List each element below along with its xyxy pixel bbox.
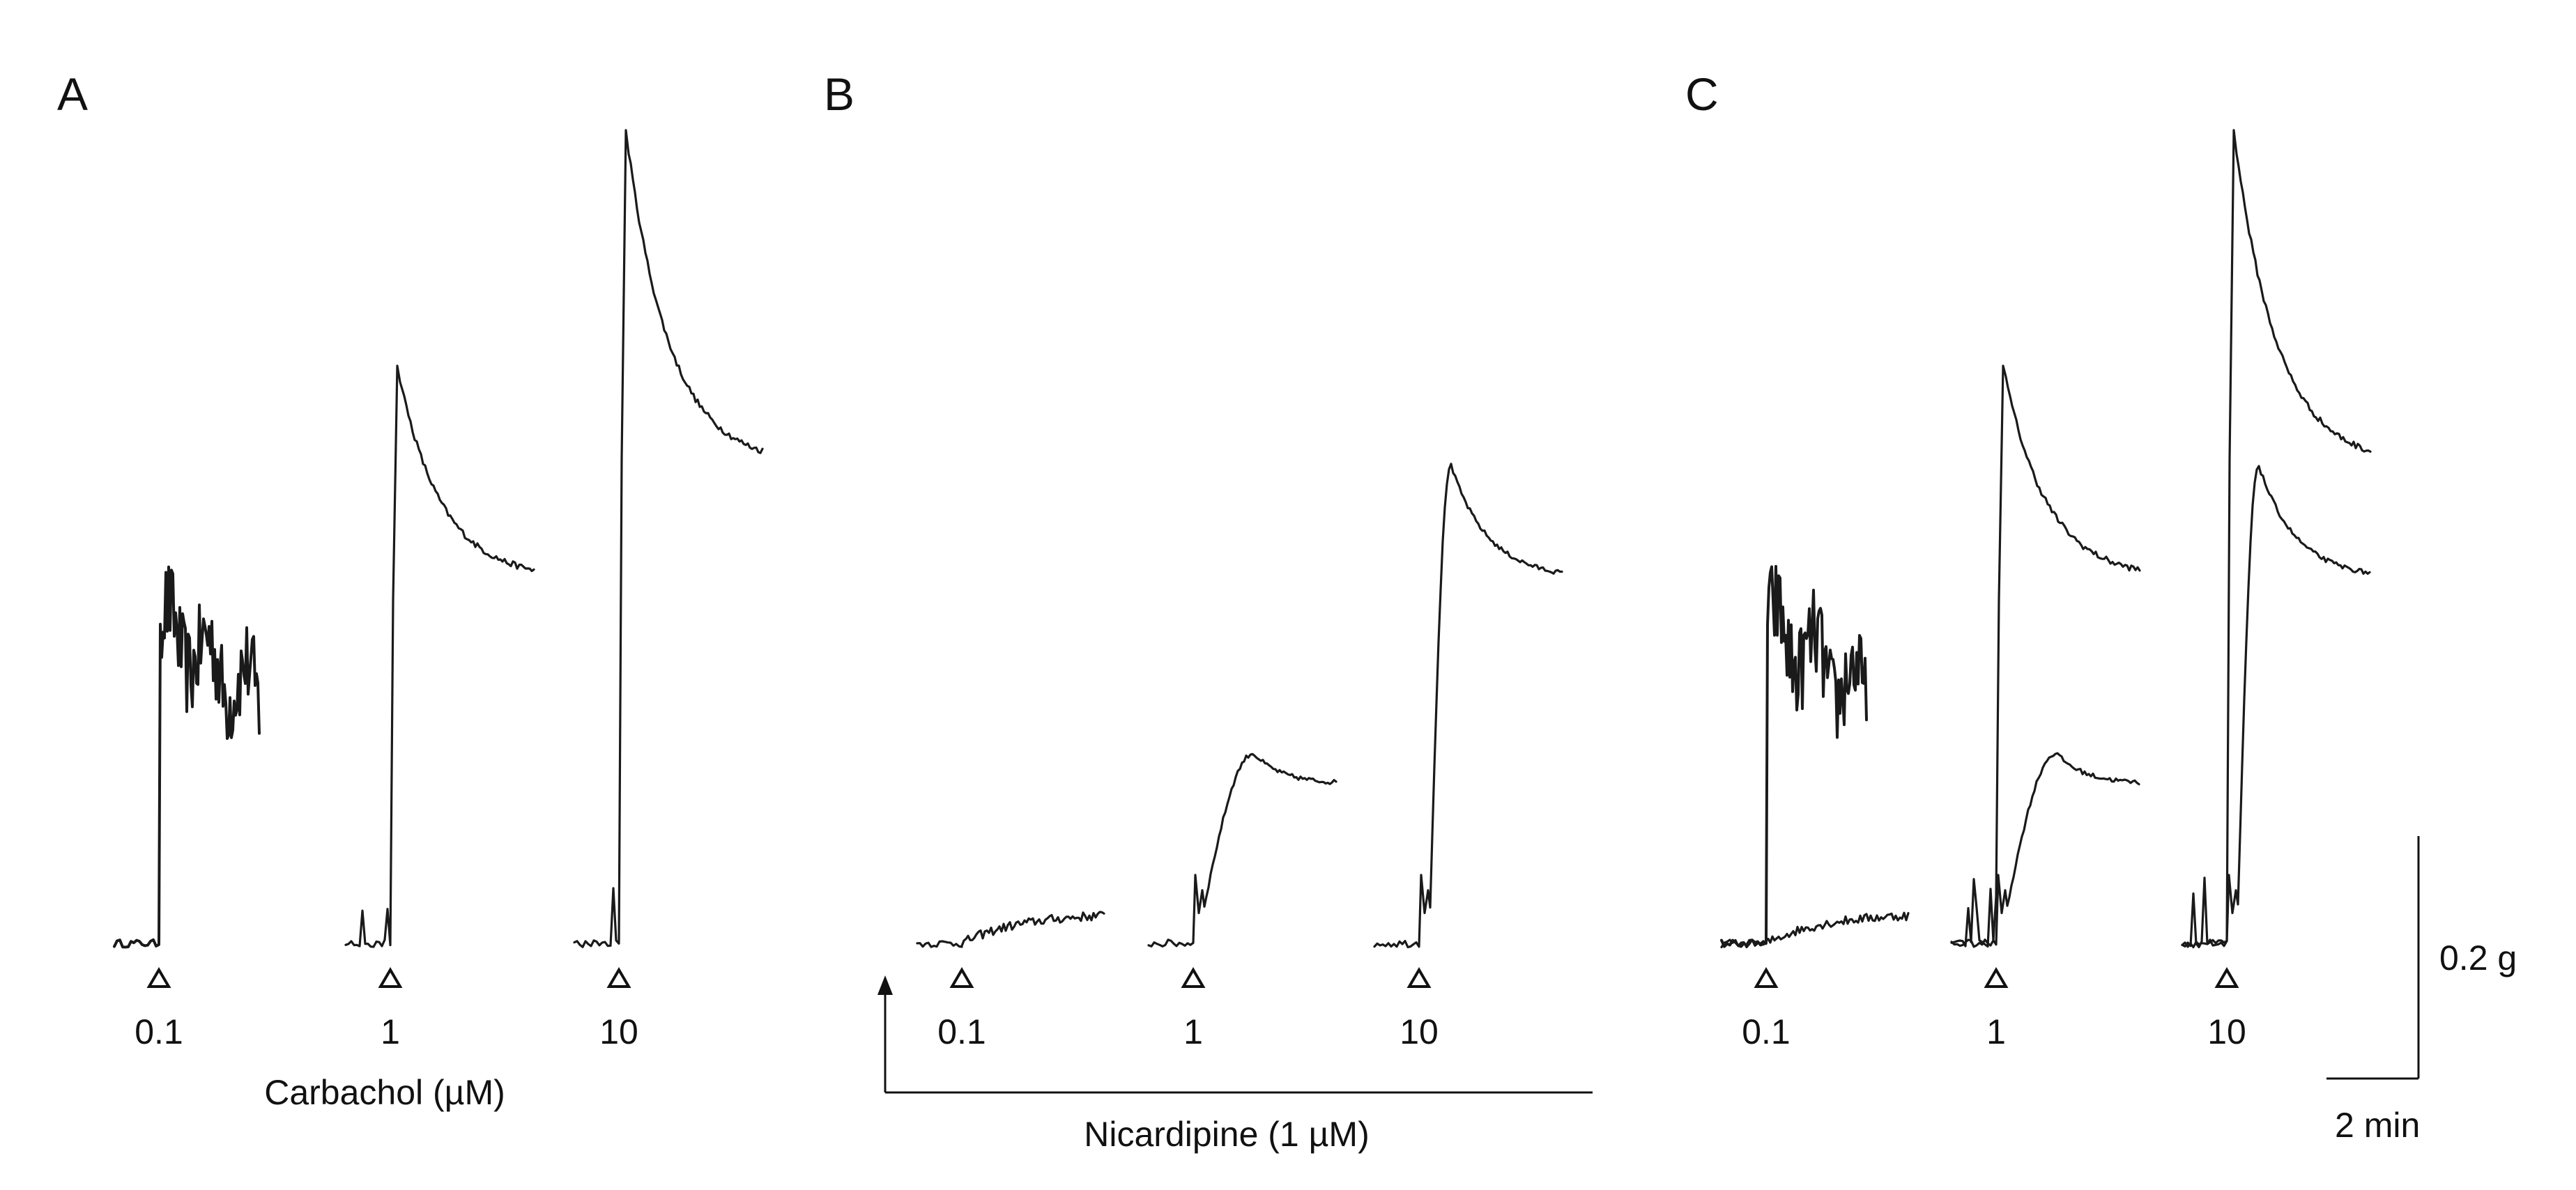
panel-letter-b: B (824, 68, 854, 120)
application-marker-b-0.1 (949, 967, 974, 988)
trace-c-dose-0.1-series-2 (1720, 911, 1910, 949)
panel-letter-c: C (1685, 68, 1719, 120)
panel-letter-a: A (57, 68, 88, 120)
marker-layer (146, 967, 2239, 988)
trace-c-dose-0.1-series-1 (1720, 564, 1868, 948)
trace-b-dose-0.1-series-1 (916, 911, 1105, 948)
caption-carbachol: Carbachol (µM) (264, 1073, 505, 1112)
dose-label-b-10: 10 (1400, 1012, 1439, 1051)
application-marker-c-0.1 (1754, 967, 1779, 988)
dose-label-a-0.1: 0.1 (135, 1012, 183, 1051)
application-marker-a-0.1 (146, 967, 171, 988)
scale-time-label: 2 min (2335, 1106, 2420, 1145)
dose-label-layer: 0.1 1 10 0.1 1 10 0.1 1 10 (135, 1012, 2246, 1051)
application-marker-c-1 (1984, 967, 2009, 988)
nicardipine-arrow (877, 975, 1593, 1094)
caption-nicardipine: Nicardipine (1 µM) (1084, 1115, 1369, 1154)
dose-label-a-1: 1 (381, 1012, 400, 1051)
application-marker-b-10 (1406, 967, 1432, 988)
dose-label-b-0.1: 0.1 (937, 1012, 986, 1051)
trace-layer (113, 129, 2372, 949)
arrow-head (877, 975, 893, 995)
dose-label-c-0.1: 0.1 (1742, 1012, 1791, 1051)
trace-c-dose-1-series-2 (1950, 752, 2140, 948)
trace-a-dose-1-series-1 (344, 364, 535, 948)
trace-a-dose-0.1-series-1 (113, 565, 261, 949)
dose-label-b-1: 1 (1183, 1012, 1203, 1051)
trace-b-dose-10-series-1 (1373, 463, 1563, 949)
trace-c-dose-10-series-1 (2181, 129, 2372, 948)
trace-c-dose-10-series-2 (2181, 465, 2371, 949)
dose-label-c-1: 1 (1986, 1012, 2006, 1051)
trace-c-dose-1-series-1 (1950, 364, 2141, 948)
application-marker-a-10 (606, 967, 631, 988)
trace-b-dose-1-series-1 (1147, 752, 1337, 948)
dose-label-a-10: 10 (599, 1012, 638, 1051)
application-marker-c-10 (2214, 967, 2239, 988)
dose-label-c-10: 10 (2207, 1012, 2246, 1051)
application-marker-b-1 (1181, 967, 1206, 988)
application-marker-a-1 (378, 967, 403, 988)
scale-bar (2326, 836, 2420, 1080)
trace-a-dose-10-series-1 (573, 129, 764, 948)
scale-force-label: 0.2 g (2439, 938, 2517, 978)
